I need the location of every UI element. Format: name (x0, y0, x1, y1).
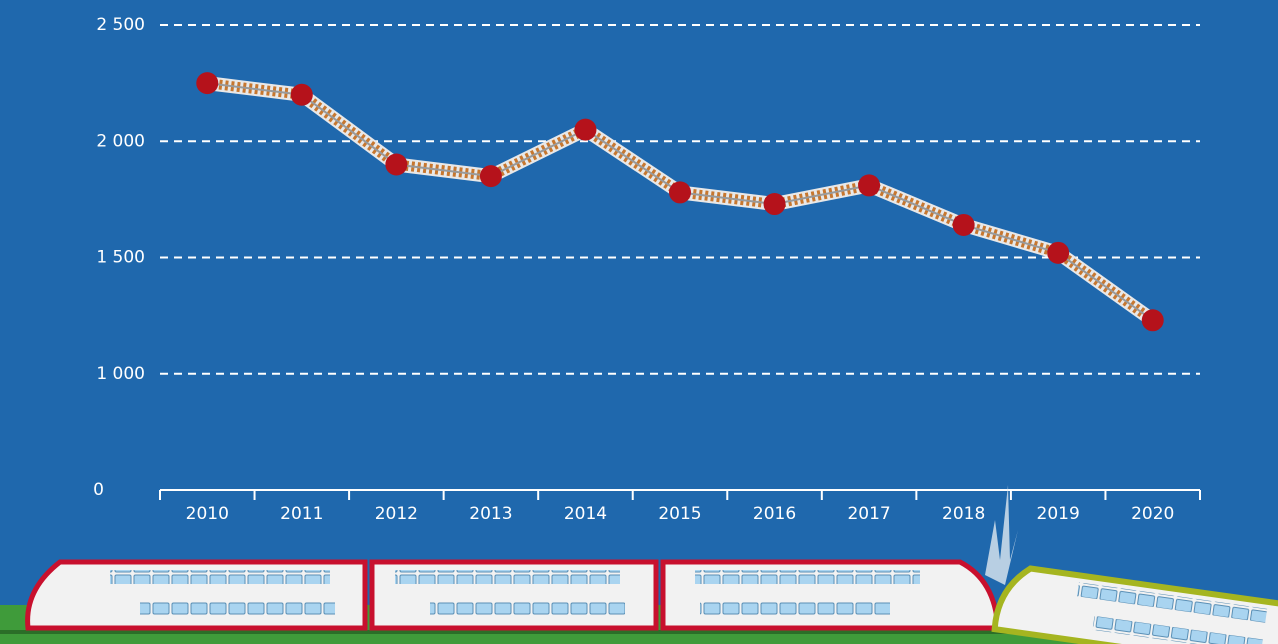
windows (700, 601, 890, 615)
x-tick-label: 2010 (186, 504, 229, 524)
y-tick-label: 2 000 (96, 131, 145, 151)
y-tick-label: 0 (93, 480, 104, 500)
x-tick-label: 2020 (1131, 504, 1174, 524)
point (764, 193, 786, 215)
point (385, 154, 407, 176)
x-tick-label: 2019 (1037, 504, 1080, 524)
x-tick-label: 2014 (564, 504, 607, 524)
windows (110, 570, 330, 584)
x-tick-label: 2017 (847, 504, 890, 524)
y-tick-label: 2 500 (96, 15, 145, 35)
y-tick-label: 1 000 (96, 364, 145, 384)
point (196, 72, 218, 94)
windows (430, 601, 625, 615)
windows (395, 570, 620, 584)
background (0, 0, 1278, 644)
x-tick-label: 2015 (658, 504, 701, 524)
point (669, 181, 691, 203)
page: 0 1 000 1 500 2 000 2 500 2010 2011 2012 2013 201… (0, 0, 1278, 644)
point (1142, 309, 1164, 331)
windows (140, 601, 335, 615)
y-tick-label: 1 500 (96, 248, 145, 268)
x-tick-label: 2012 (375, 504, 418, 524)
chart: 0 1 000 1 500 2 000 2 500 2010 2011 2012 2013 201… (0, 0, 1278, 644)
point (858, 174, 880, 196)
x-tick-label: 2018 (942, 504, 985, 524)
point (574, 119, 596, 141)
x-tick-label: 2016 (753, 504, 796, 524)
point (480, 165, 502, 187)
point (1047, 242, 1069, 264)
windows (695, 570, 920, 584)
point (291, 84, 313, 106)
point (953, 214, 975, 236)
x-tick-label: 2011 (280, 504, 323, 524)
x-tick-label: 2013 (469, 504, 512, 524)
